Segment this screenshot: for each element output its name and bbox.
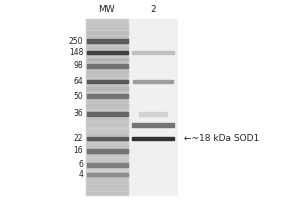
Bar xyxy=(87,143,128,145)
Text: 16: 16 xyxy=(74,146,83,155)
Bar xyxy=(87,120,128,122)
Bar xyxy=(87,163,128,167)
Text: 98: 98 xyxy=(74,61,83,70)
Text: 250: 250 xyxy=(69,37,83,46)
Bar xyxy=(87,169,128,171)
Bar xyxy=(86,19,129,195)
Bar xyxy=(129,19,177,195)
Text: 148: 148 xyxy=(69,48,83,57)
Bar xyxy=(87,94,128,98)
Bar xyxy=(132,51,174,54)
Bar xyxy=(87,173,128,176)
Bar xyxy=(87,59,128,60)
Bar xyxy=(133,80,173,83)
Bar xyxy=(87,104,128,106)
Bar xyxy=(87,39,128,43)
Bar xyxy=(87,64,128,68)
Bar xyxy=(87,156,128,158)
Bar xyxy=(87,87,128,89)
Bar xyxy=(87,51,128,54)
Bar xyxy=(87,112,128,116)
Text: 2: 2 xyxy=(150,5,156,14)
Bar xyxy=(87,71,128,73)
Text: ←~18 kDa SOD1: ←~18 kDa SOD1 xyxy=(184,134,260,143)
Bar xyxy=(87,80,128,83)
Text: 64: 64 xyxy=(74,77,83,86)
Bar xyxy=(139,112,167,116)
Bar xyxy=(87,137,128,140)
Text: 36: 36 xyxy=(74,109,83,118)
Bar xyxy=(87,127,128,129)
Bar xyxy=(132,123,174,127)
Text: 50: 50 xyxy=(74,92,83,101)
Text: 4: 4 xyxy=(78,170,83,179)
Text: MW: MW xyxy=(99,5,115,14)
Text: 6: 6 xyxy=(78,160,83,169)
Bar xyxy=(132,137,174,140)
Bar xyxy=(87,149,128,153)
Text: 22: 22 xyxy=(74,134,83,143)
